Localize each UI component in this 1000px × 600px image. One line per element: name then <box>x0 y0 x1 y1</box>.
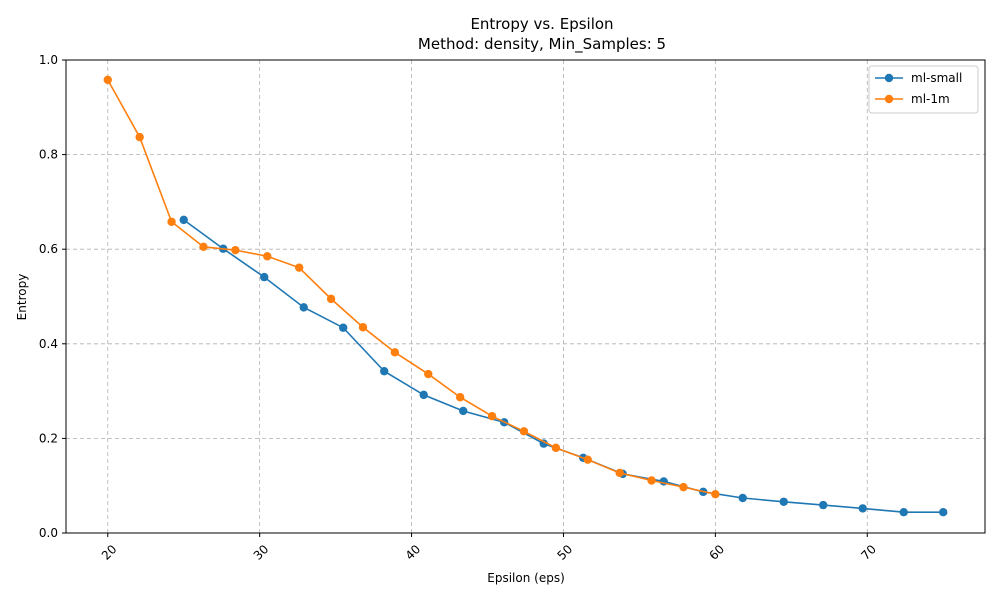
data-point-ml-1m <box>358 323 368 332</box>
legend-label: ml-small <box>911 71 962 85</box>
data-point-ml-1m <box>231 245 240 255</box>
y-axis-label: Entropy <box>15 274 29 321</box>
data-point-ml-small <box>779 497 788 506</box>
series-line-ml-1m <box>107 79 716 495</box>
data-point-ml-1m <box>326 294 336 304</box>
x-tick-label: 50 <box>555 542 576 563</box>
x-tick-label: 60 <box>706 542 727 563</box>
data-point-ml-small <box>339 323 348 332</box>
x-tick-label: 40 <box>403 542 424 563</box>
data-point-ml-small <box>419 390 428 400</box>
data-point-ml-1m <box>647 476 656 485</box>
data-point-ml-small <box>819 500 828 510</box>
data-point-ml-1m <box>135 132 144 142</box>
data-point-ml-1m <box>103 75 112 85</box>
y-tick-label: 0.4 <box>39 337 58 351</box>
y-axis-ticks: 0.0 0.2 0.4 0.6 0.8 1.0 <box>39 53 66 540</box>
data-point-ml-small <box>179 215 188 225</box>
series-ml-1m <box>103 75 720 499</box>
chart-title: Entropy vs. Epsilon <box>470 15 613 33</box>
data-point-ml-small <box>260 272 269 282</box>
x-tick-label: 70 <box>858 542 879 563</box>
data-point-ml-1m <box>615 468 624 478</box>
legend-item: ml-1m <box>875 92 950 106</box>
data-point-ml-small <box>380 367 389 376</box>
legend-item: ml-small <box>875 71 962 85</box>
data-point-ml-small <box>539 439 548 448</box>
x-axis-label: Epsilon (eps) <box>487 571 565 585</box>
data-point-ml-1m <box>583 455 592 464</box>
data-point-ml-1m <box>294 263 304 272</box>
legend: ml-small ml-1m <box>868 65 979 114</box>
x-axis-ticks: 20 30 40 50 60 70 <box>99 533 879 563</box>
y-tick-label: 0.6 <box>39 242 58 256</box>
legend-swatch-marker <box>884 73 894 83</box>
data-point-ml-1m <box>711 490 720 499</box>
chart-subtitle: Method: density, Min_Samples: 5 <box>418 35 666 54</box>
data-point-ml-1m <box>199 242 208 252</box>
x-tick-label: 20 <box>99 542 120 563</box>
data-point-ml-1m <box>519 427 529 436</box>
data-point-ml-1m <box>424 369 433 379</box>
y-tick-label: 0.8 <box>39 148 58 162</box>
y-tick-label: 0.2 <box>39 431 58 445</box>
data-point-ml-1m <box>551 443 561 453</box>
data-point-ml-small <box>858 504 867 513</box>
data-point-ml-1m <box>167 217 176 226</box>
y-tick-label: 1.0 <box>39 53 58 67</box>
x-tick-label: 30 <box>251 542 272 563</box>
data-point-ml-small <box>299 303 308 312</box>
data-point-ml-small <box>899 507 908 517</box>
data-point-ml-small <box>939 507 948 517</box>
data-point-ml-small <box>459 406 468 416</box>
data-point-ml-1m <box>679 482 688 492</box>
grid-lines <box>66 59 985 534</box>
data-point-ml-1m <box>487 411 497 421</box>
plot-area-frame <box>65 59 986 534</box>
data-point-ml-1m <box>390 348 400 357</box>
data-point-ml-1m <box>263 252 272 261</box>
series-ml-small <box>179 215 948 517</box>
series-layer <box>103 75 948 517</box>
data-point-ml-small <box>738 493 747 503</box>
legend-swatch-marker <box>884 94 894 104</box>
data-point-ml-1m <box>455 393 465 402</box>
legend-label: ml-1m <box>911 92 950 106</box>
y-tick-label: 0.0 <box>39 526 58 540</box>
